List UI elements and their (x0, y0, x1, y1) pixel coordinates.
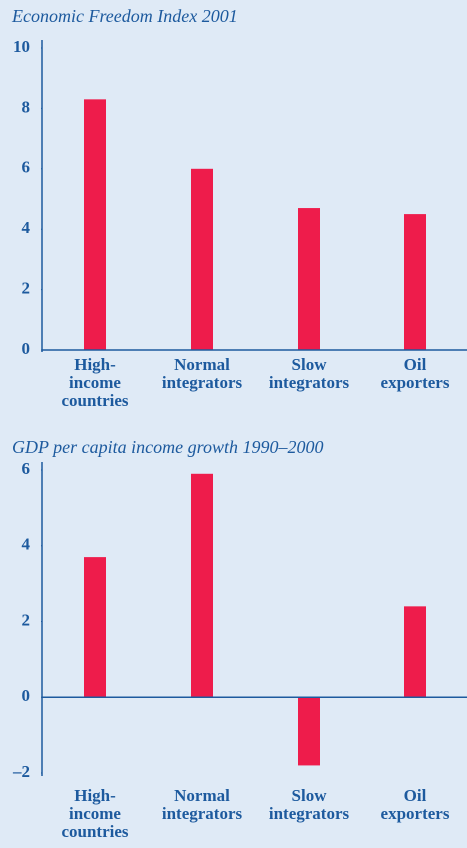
x-tick-label: countries (61, 822, 128, 841)
bar (84, 557, 106, 698)
y-tick-label: –2 (12, 762, 30, 781)
y-tick-label: 6 (22, 459, 31, 478)
x-tick-label: Oil (404, 355, 427, 374)
y-tick-label: 10 (13, 37, 30, 56)
x-tick-label: integrators (269, 804, 350, 823)
bar (191, 473, 213, 698)
chart-title: GDP per capita income growth 1990–2000 (12, 437, 323, 457)
bar (298, 697, 320, 766)
x-tick-label: High- (74, 786, 116, 805)
y-tick-label: 6 (22, 158, 31, 177)
x-tick-label: Normal (174, 355, 230, 374)
y-tick-label: 4 (22, 535, 31, 554)
y-tick-label: 8 (22, 97, 31, 116)
x-tick-label: integrators (269, 373, 350, 392)
bar (404, 214, 426, 350)
bar (84, 99, 106, 350)
y-tick-label: 0 (22, 686, 31, 705)
x-tick-label: Oil (404, 786, 427, 805)
y-tick-label: 4 (22, 218, 31, 237)
x-tick-label: exporters (381, 804, 450, 823)
x-tick-label: Slow (292, 786, 328, 805)
y-tick-label: 2 (22, 610, 31, 629)
bar (404, 606, 426, 698)
x-tick-label: countries (61, 391, 128, 410)
x-tick-label: income (69, 373, 121, 392)
x-tick-label: exporters (381, 373, 450, 392)
bar (298, 208, 320, 350)
bar (191, 168, 213, 350)
x-tick-label: income (69, 804, 121, 823)
chart-title: Economic Freedom Index 2001 (11, 6, 238, 26)
x-tick-label: Normal (174, 786, 230, 805)
x-tick-label: High- (74, 355, 116, 374)
y-tick-label: 0 (22, 339, 31, 358)
x-tick-label: Slow (292, 355, 328, 374)
y-tick-label: 2 (22, 279, 31, 298)
x-tick-label: integrators (162, 373, 243, 392)
x-tick-label: integrators (162, 804, 243, 823)
